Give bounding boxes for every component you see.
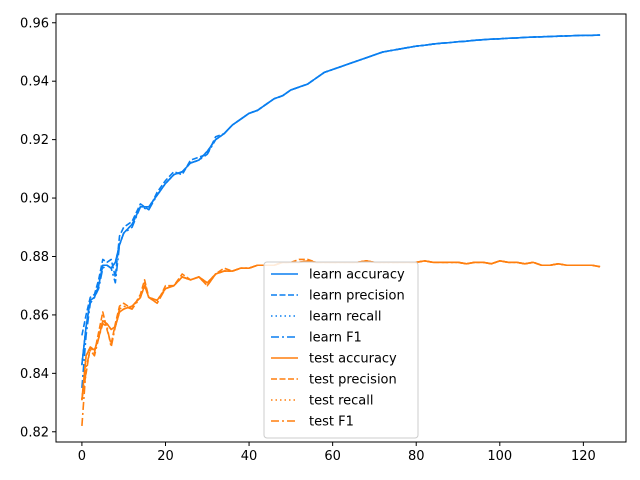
legend-label-learn-f1: learn F1: [309, 331, 362, 346]
x-tick-label: 100: [487, 449, 512, 464]
legend-label-learn-recall: learn recall: [309, 310, 381, 325]
plot-frame: [55, 13, 627, 443]
legend: learn accuracy learn precision learn recal…: [263, 261, 419, 439]
x-tick-label: 20: [157, 449, 174, 464]
legend-label-learn-precision: learn precision: [309, 289, 405, 304]
series-line-learn-f1: [81, 34, 601, 389]
x-tick-label: 120: [571, 449, 596, 464]
x-tick-label: 0: [78, 449, 86, 464]
y-tick-label: 0.96: [20, 16, 49, 31]
x-tick-label: 40: [241, 449, 258, 464]
x-axis: 0 20 40 60 80 100 120: [78, 442, 596, 464]
legend-label-learn-accuracy: learn accuracy: [309, 268, 405, 283]
legend-box: [263, 261, 419, 439]
y-tick-label: 0.84: [20, 367, 49, 382]
x-tick-label: 60: [324, 449, 341, 464]
series-layer: [81, 34, 601, 426]
y-tick-label: 0.82: [20, 425, 49, 440]
y-tick-label: 0.86: [20, 308, 49, 323]
y-axis: 0.82 0.84 0.86 0.88 0.90 0.92 0.94 0.96: [20, 16, 56, 440]
legend-label-test-accuracy: test accuracy: [309, 352, 397, 367]
y-tick-label: 0.92: [20, 133, 49, 148]
y-tick-label: 0.94: [20, 75, 49, 90]
y-tick-label: 0.88: [20, 250, 49, 265]
legend-label-test-f1: test F1: [309, 415, 354, 430]
x-tick-label: 80: [408, 449, 425, 464]
legend-label-test-precision: test precision: [309, 373, 397, 388]
legend-label-test-recall: test recall: [309, 394, 374, 409]
y-tick-label: 0.90: [20, 192, 49, 207]
